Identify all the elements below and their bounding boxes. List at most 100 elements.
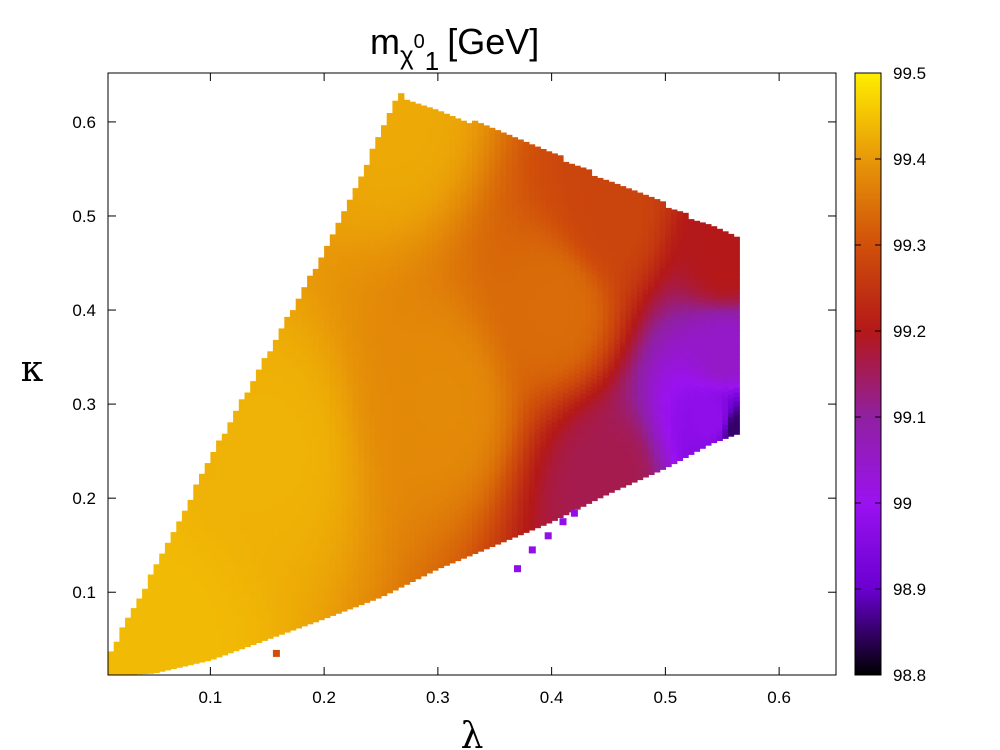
heatmap-cell bbox=[352, 343, 359, 349]
heatmap-cell bbox=[346, 326, 354, 332]
heatmap-cell bbox=[318, 342, 325, 348]
heatmap-cell bbox=[272, 466, 280, 473]
heatmap-cell bbox=[454, 457, 462, 463]
heatmap-cell bbox=[324, 288, 331, 294]
heatmap-cell bbox=[358, 181, 365, 187]
heatmap-cell bbox=[472, 365, 479, 371]
heatmap-cell bbox=[284, 585, 291, 591]
heatmap-cell bbox=[403, 137, 411, 143]
heatmap-cell bbox=[443, 151, 450, 157]
heatmap-cell bbox=[358, 284, 365, 290]
heatmap-cell bbox=[426, 267, 433, 273]
heatmap-cell bbox=[250, 404, 257, 410]
heatmap-cell bbox=[250, 423, 257, 429]
heatmap-cell bbox=[255, 458, 263, 465]
heatmap-cell bbox=[489, 278, 496, 284]
heatmap-cell bbox=[392, 152, 399, 158]
heatmap-cell bbox=[432, 499, 439, 505]
heatmap-cell bbox=[358, 595, 365, 601]
heatmap-cell bbox=[221, 556, 229, 562]
heatmap-cell bbox=[159, 567, 166, 573]
heatmap-cell bbox=[261, 395, 268, 401]
heatmap-cell bbox=[312, 546, 320, 552]
heatmap-cell bbox=[341, 573, 348, 579]
heatmap-cell bbox=[454, 184, 462, 190]
heatmap-cell bbox=[523, 391, 530, 397]
heatmap-cell bbox=[392, 477, 399, 483]
heatmap-cell bbox=[369, 294, 376, 300]
heatmap-cell bbox=[381, 252, 388, 258]
heatmap-cell bbox=[426, 206, 433, 212]
heatmap-cell bbox=[358, 322, 365, 328]
heatmap-cell bbox=[466, 141, 473, 148]
heatmap-cell bbox=[392, 204, 399, 210]
heatmap-cell bbox=[284, 359, 291, 365]
heatmap-cell bbox=[443, 518, 450, 524]
heatmap-cell bbox=[375, 362, 382, 369]
heatmap-cell bbox=[403, 433, 411, 439]
heatmap-cell bbox=[506, 200, 513, 206]
heatmap-cell bbox=[454, 381, 462, 388]
heatmap-cell bbox=[221, 551, 229, 557]
heatmap-cell bbox=[392, 246, 399, 252]
heatmap-cell bbox=[341, 564, 348, 570]
heatmap-cell bbox=[221, 523, 229, 529]
heatmap-cell bbox=[517, 412, 524, 418]
heatmap-cell bbox=[324, 245, 331, 252]
heatmap-cell bbox=[494, 370, 502, 376]
heatmap-cell bbox=[210, 527, 217, 533]
heatmap-cell bbox=[517, 261, 524, 268]
heatmap-cell bbox=[500, 231, 507, 237]
heatmap-cell bbox=[170, 569, 177, 575]
heatmap-cell bbox=[454, 165, 462, 171]
heatmap-cell bbox=[449, 365, 456, 371]
heatmap-cell bbox=[415, 536, 422, 542]
heatmap-cell bbox=[466, 301, 473, 308]
heatmap-cell bbox=[403, 480, 411, 487]
heatmap-cell bbox=[272, 565, 280, 571]
heatmap-cell bbox=[284, 594, 291, 600]
heatmap-cell bbox=[443, 156, 450, 162]
heatmap-cell bbox=[511, 283, 519, 289]
heatmap-cell bbox=[460, 172, 467, 178]
heatmap-cell bbox=[261, 381, 268, 387]
heatmap-cell bbox=[437, 238, 445, 244]
heatmap-cell bbox=[307, 313, 314, 319]
heatmap-cell bbox=[460, 388, 467, 395]
heatmap-cell bbox=[443, 212, 450, 218]
heatmap-cell bbox=[301, 338, 308, 345]
heatmap-cell bbox=[500, 494, 507, 500]
heatmap-cell bbox=[454, 315, 462, 322]
heatmap-cell bbox=[238, 545, 246, 551]
heatmap-cell bbox=[477, 513, 484, 519]
heatmap-cell bbox=[454, 236, 462, 242]
heatmap-cell bbox=[199, 591, 206, 597]
heatmap-cell bbox=[341, 361, 348, 367]
heatmap-cell bbox=[449, 501, 456, 507]
heatmap-cell bbox=[460, 186, 467, 192]
heatmap-cell bbox=[324, 405, 331, 412]
heatmap-cell bbox=[517, 214, 524, 221]
heatmap-cell bbox=[193, 649, 200, 655]
heatmap-cell bbox=[312, 438, 320, 444]
heatmap-cell bbox=[392, 303, 399, 309]
heatmap-cell bbox=[278, 540, 285, 546]
heatmap-cell bbox=[199, 600, 206, 607]
heatmap-cell bbox=[324, 499, 331, 506]
heatmap-cell bbox=[307, 590, 314, 597]
heatmap-cell bbox=[483, 346, 490, 352]
heatmap-cell bbox=[369, 397, 376, 404]
heatmap-cell bbox=[403, 391, 411, 397]
heatmap-cell bbox=[369, 186, 376, 192]
heatmap-cell bbox=[369, 308, 376, 314]
heatmap-cell bbox=[432, 429, 439, 435]
heatmap-cell bbox=[437, 153, 445, 159]
heatmap-cell bbox=[284, 476, 291, 483]
heatmap-cell bbox=[363, 597, 371, 603]
heatmap-cell bbox=[392, 439, 399, 445]
heatmap-cell bbox=[346, 524, 354, 530]
heatmap-cell bbox=[443, 179, 450, 185]
heatmap-cell bbox=[346, 528, 354, 535]
heatmap-cell bbox=[358, 251, 365, 258]
heatmap-cell bbox=[233, 429, 240, 435]
